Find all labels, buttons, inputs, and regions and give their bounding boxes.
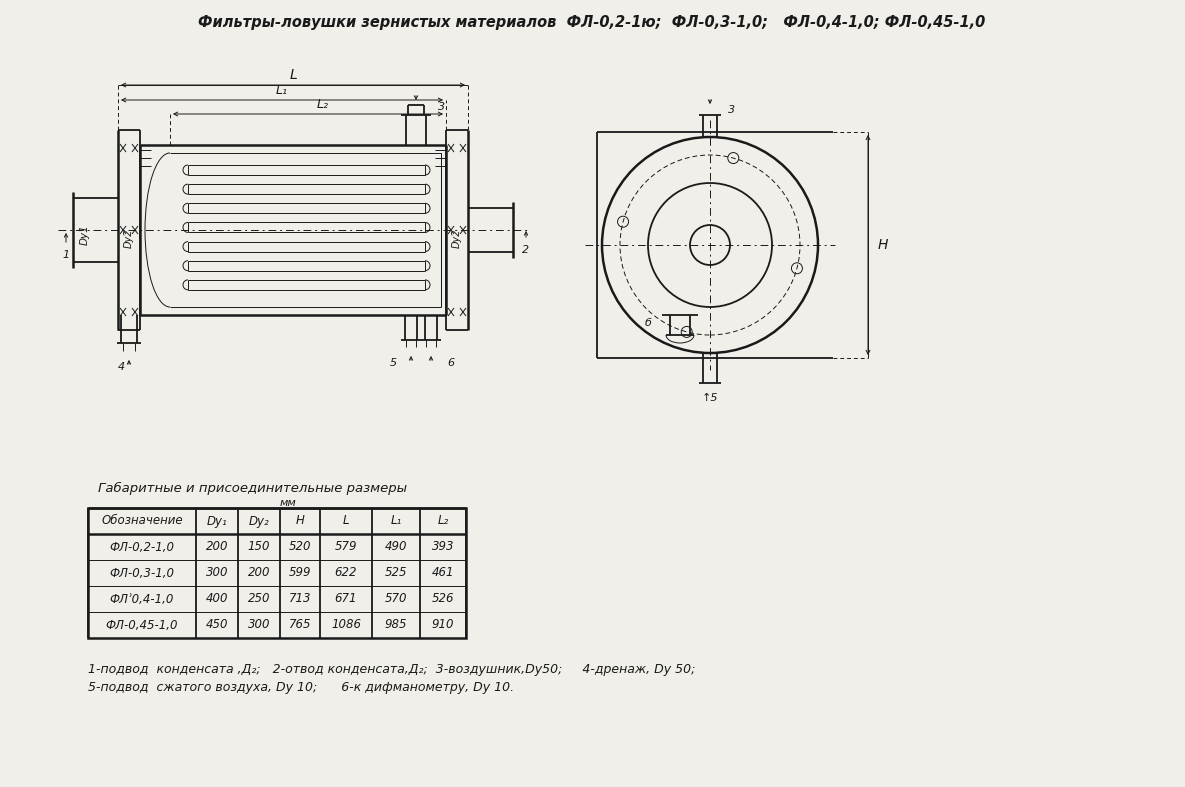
Text: L₂: L₂ <box>318 98 329 110</box>
Text: 599: 599 <box>289 567 312 579</box>
Text: L: L <box>289 68 297 82</box>
Text: L₂: L₂ <box>437 515 449 527</box>
Text: мм: мм <box>280 498 296 508</box>
Text: 526: 526 <box>431 593 454 605</box>
Text: L₁: L₁ <box>390 515 402 527</box>
Text: ФЛ-0,2-1,0: ФЛ-0,2-1,0 <box>109 541 174 553</box>
Text: 520: 520 <box>289 541 312 553</box>
Text: 622: 622 <box>334 567 357 579</box>
Text: Dy₁: Dy₁ <box>206 515 228 527</box>
Text: 4: 4 <box>117 362 124 372</box>
Text: Габаритные и присоединительные размеры: Габаритные и присоединительные размеры <box>98 482 408 495</box>
Text: 1: 1 <box>63 250 70 260</box>
Text: 3: 3 <box>728 105 735 115</box>
Text: ↑5: ↑5 <box>702 393 718 403</box>
Text: Dy2: Dy2 <box>124 228 134 248</box>
Text: 3: 3 <box>438 102 446 112</box>
Text: 5-подвод  сжатого воздуха, Dy 10;      6-к дифманометру, Dy 10.: 5-подвод сжатого воздуха, Dy 10; 6-к диф… <box>88 682 514 694</box>
Text: Обозначение: Обозначение <box>101 515 182 527</box>
Text: 400: 400 <box>206 593 229 605</box>
Text: 910: 910 <box>431 619 454 631</box>
Text: H: H <box>878 238 889 252</box>
Text: 250: 250 <box>248 593 270 605</box>
Text: 1086: 1086 <box>331 619 361 631</box>
Text: 150: 150 <box>248 541 270 553</box>
Text: б: б <box>645 318 652 328</box>
Text: 713: 713 <box>289 593 312 605</box>
Text: 450: 450 <box>206 619 229 631</box>
Text: ФЛ-0,3-1,0: ФЛ-0,3-1,0 <box>109 567 174 579</box>
Text: 300: 300 <box>248 619 270 631</box>
Text: L: L <box>342 515 350 527</box>
Text: ФЛʾ0,4-1,0: ФЛʾ0,4-1,0 <box>110 593 174 605</box>
Text: 671: 671 <box>334 593 357 605</box>
Text: 490: 490 <box>385 541 408 553</box>
Text: L₁: L₁ <box>276 83 288 97</box>
Text: 2: 2 <box>523 245 530 255</box>
Text: 6: 6 <box>447 358 454 368</box>
Text: Dy2: Dy2 <box>451 228 462 248</box>
Text: ФЛ-0,45-1,0: ФЛ-0,45-1,0 <box>105 619 178 631</box>
Text: 5: 5 <box>390 358 397 368</box>
Text: Dy₂: Dy₂ <box>249 515 269 527</box>
Text: Фильтры-ловушки зернистых материалов  ФЛ-0,2-1ю;  ФЛ-0,3-1,0;   ФЛ-0,4-1,0; ФЛ-0: Фильтры-ловушки зернистых материалов ФЛ-… <box>198 14 986 29</box>
Text: 765: 765 <box>289 619 312 631</box>
Text: 393: 393 <box>431 541 454 553</box>
Text: 200: 200 <box>206 541 229 553</box>
Text: 579: 579 <box>334 541 357 553</box>
Bar <box>88 508 466 638</box>
Text: 200: 200 <box>248 567 270 579</box>
Text: H: H <box>295 515 305 527</box>
Text: 985: 985 <box>385 619 408 631</box>
Text: 570: 570 <box>385 593 408 605</box>
Text: 525: 525 <box>385 567 408 579</box>
Text: Dy1: Dy1 <box>81 224 90 246</box>
Text: 1-подвод  конденсата ,Д₂;   2-отвод конденсата,Д₂;  3-воздушник,Dy50;     4-дрен: 1-подвод конденсата ,Д₂; 2-отвод конденс… <box>88 663 696 677</box>
Text: 461: 461 <box>431 567 454 579</box>
Text: 300: 300 <box>206 567 229 579</box>
